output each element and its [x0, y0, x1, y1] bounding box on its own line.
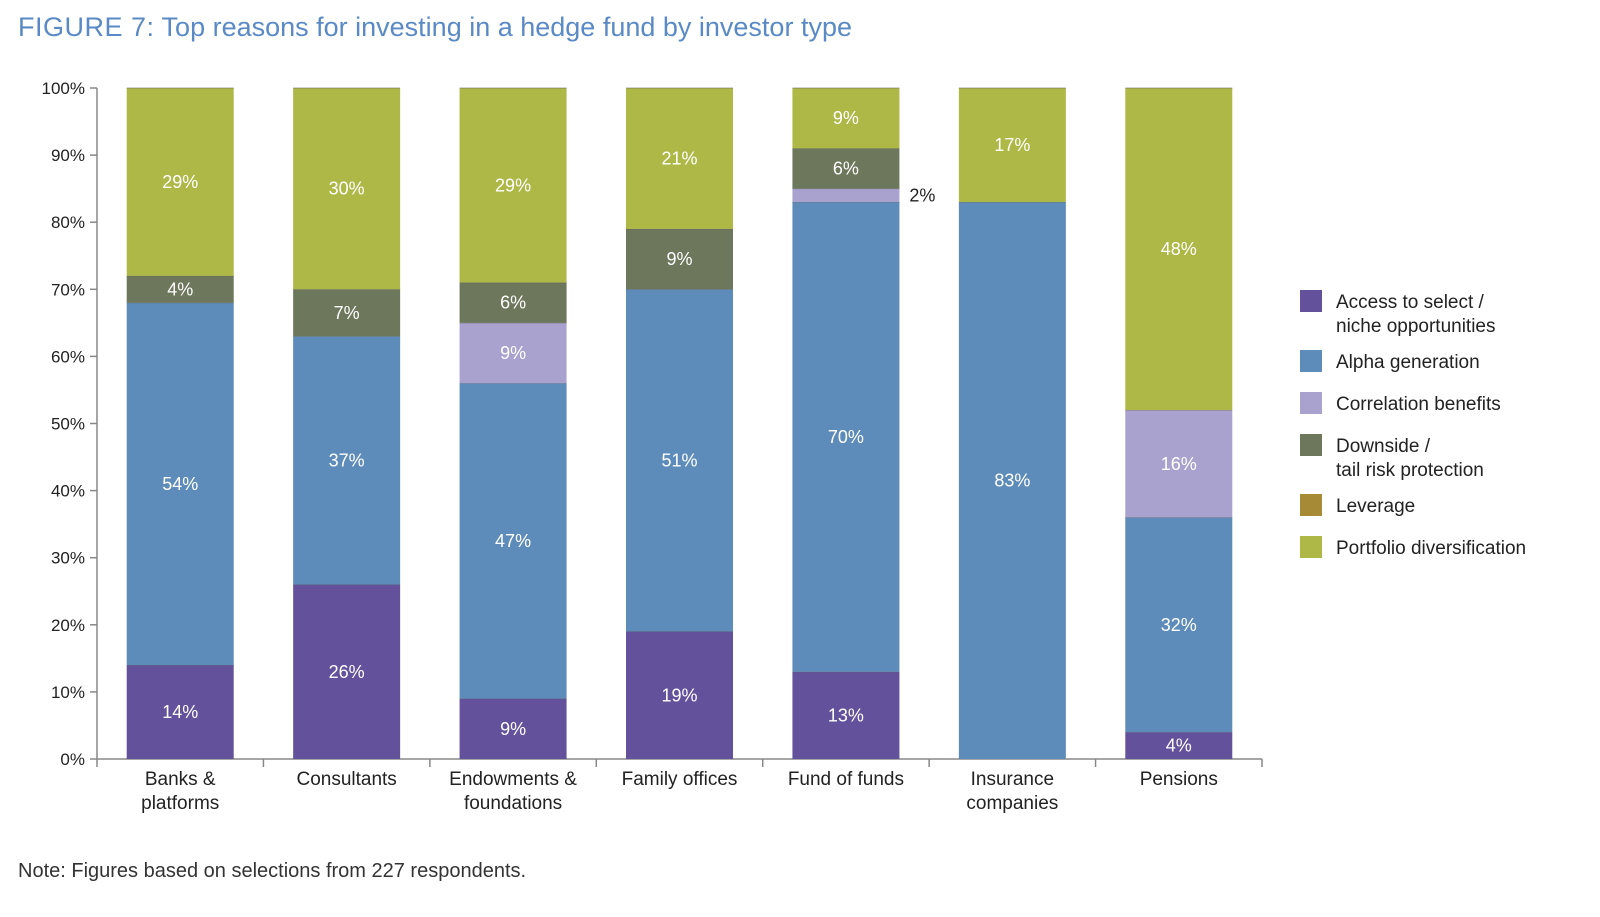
- bar-segment: [293, 336, 401, 585]
- bar-segment: [626, 631, 733, 759]
- data-label: 32%: [1161, 615, 1197, 635]
- data-label: 9%: [666, 249, 692, 269]
- y-tick-label: 30%: [51, 549, 85, 568]
- data-label: 47%: [495, 531, 531, 551]
- legend-label: Alpha generation: [1336, 352, 1480, 373]
- bars: [126, 87, 1233, 759]
- data-label: 14%: [162, 702, 198, 722]
- legend: Access to select / niche opportunities Alp…: [1300, 290, 1526, 559]
- y-tick-label: 20%: [51, 616, 85, 635]
- bar-segment: [792, 671, 900, 759]
- x-category-label: Insurance companies: [966, 769, 1058, 814]
- y-tick-label: 70%: [51, 280, 85, 299]
- bar-segment: [126, 665, 234, 759]
- x-category-label: Endowments & foundations: [449, 769, 577, 814]
- y-tick-label: 100%: [42, 79, 85, 98]
- legend-swatch: [1300, 350, 1322, 372]
- data-label: 29%: [162, 172, 198, 192]
- data-label: 48%: [1161, 239, 1197, 259]
- bar-segment: [126, 302, 234, 666]
- x-category-label: Pensions: [1140, 769, 1218, 790]
- data-label: 13%: [828, 705, 864, 725]
- data-label: 2%: [909, 185, 935, 205]
- data-label: 51%: [661, 450, 697, 470]
- legend-label: Access to select / niche opportunities: [1336, 292, 1496, 337]
- bar-segment: [459, 322, 567, 384]
- y-tick-label: 60%: [51, 347, 85, 366]
- data-label: 29%: [495, 175, 531, 195]
- legend-label: Correlation benefits: [1336, 394, 1501, 415]
- bar-segment: [1125, 410, 1233, 518]
- footnote: Note: Figures based on selections from 2…: [18, 860, 527, 882]
- bar-segment: [293, 289, 401, 337]
- bar-segment: [958, 88, 1066, 203]
- y-axis: 0% 10% 20% 30% 40% 50% 60% 70% 80% 90% 100%: [42, 79, 98, 769]
- data-labels: 14% 54% 4% 29% 26% 37% 7% 30% 9% 47% 9% 6% 29% 19% 51%…: [162, 108, 1197, 755]
- bar-segment: [1125, 88, 1233, 411]
- bar-segment: [1125, 517, 1233, 733]
- data-label: 9%: [500, 719, 526, 739]
- figure-title-text: Top reasons for investing in a hedge fun…: [161, 12, 852, 42]
- data-label: 4%: [167, 279, 193, 299]
- x-category-label: Consultants: [296, 769, 396, 790]
- legend-label: Portfolio diversification: [1336, 538, 1526, 559]
- bar-segment: [293, 88, 401, 290]
- legend-swatch: [1300, 536, 1322, 558]
- legend-label: Leverage: [1336, 496, 1415, 517]
- data-label: 16%: [1161, 454, 1197, 474]
- bar-segment: [126, 88, 234, 276]
- data-label: 30%: [329, 179, 365, 199]
- data-label: 9%: [833, 108, 859, 128]
- bar-segment: [459, 698, 567, 759]
- y-tick-label: 50%: [51, 415, 85, 434]
- bar-segment: [792, 188, 900, 203]
- bar-segment: [459, 383, 567, 699]
- data-label: 9%: [500, 343, 526, 363]
- y-tick-label: 80%: [51, 213, 85, 232]
- bar-segment: [626, 88, 733, 229]
- x-category-label: Family offices: [622, 769, 738, 790]
- data-label: 26%: [329, 662, 365, 682]
- bar-segment: [1125, 732, 1233, 759]
- x-category-label: Banks & platforms: [141, 769, 219, 814]
- bar-segment: [459, 282, 567, 323]
- bar-segment: [958, 202, 1066, 759]
- legend-swatch: [1300, 290, 1322, 312]
- legend-swatch: [1300, 392, 1322, 414]
- bar-segment: [792, 88, 900, 149]
- data-label: 19%: [661, 685, 697, 705]
- data-label: 70%: [828, 427, 864, 447]
- y-tick-label: 90%: [51, 146, 85, 165]
- legend-label: Downside / tail risk protection: [1336, 436, 1484, 481]
- data-label: 37%: [329, 450, 365, 470]
- bar-segment: [293, 584, 401, 759]
- data-label: 7%: [334, 303, 360, 323]
- x-axis: Banks & platforms Consultants Endowments & f…: [96, 758, 1263, 814]
- data-label: 54%: [162, 474, 198, 494]
- bar-segment: [126, 275, 234, 303]
- bar-segment: [626, 289, 733, 632]
- data-label: 17%: [994, 135, 1030, 155]
- data-label: 21%: [661, 148, 697, 168]
- figure-number: FIGURE 7:: [18, 12, 155, 42]
- bar-segment: [792, 202, 900, 672]
- y-tick-label: 10%: [51, 683, 85, 702]
- bar-segment: [626, 228, 733, 290]
- chart-title: FIGURE 7: Top reasons for investing in a…: [18, 12, 852, 43]
- y-tick-label: 0%: [60, 750, 85, 769]
- data-label: 6%: [500, 293, 526, 313]
- legend-swatch: [1300, 434, 1322, 456]
- bar-segment: [459, 88, 567, 283]
- legend-swatch: [1300, 494, 1322, 516]
- data-label: 83%: [994, 471, 1030, 491]
- y-tick-label: 40%: [51, 482, 85, 501]
- bar-segment: [792, 148, 900, 189]
- data-label: 4%: [1166, 736, 1192, 756]
- x-category-label: Fund of funds: [788, 769, 904, 790]
- data-label: 6%: [833, 159, 859, 179]
